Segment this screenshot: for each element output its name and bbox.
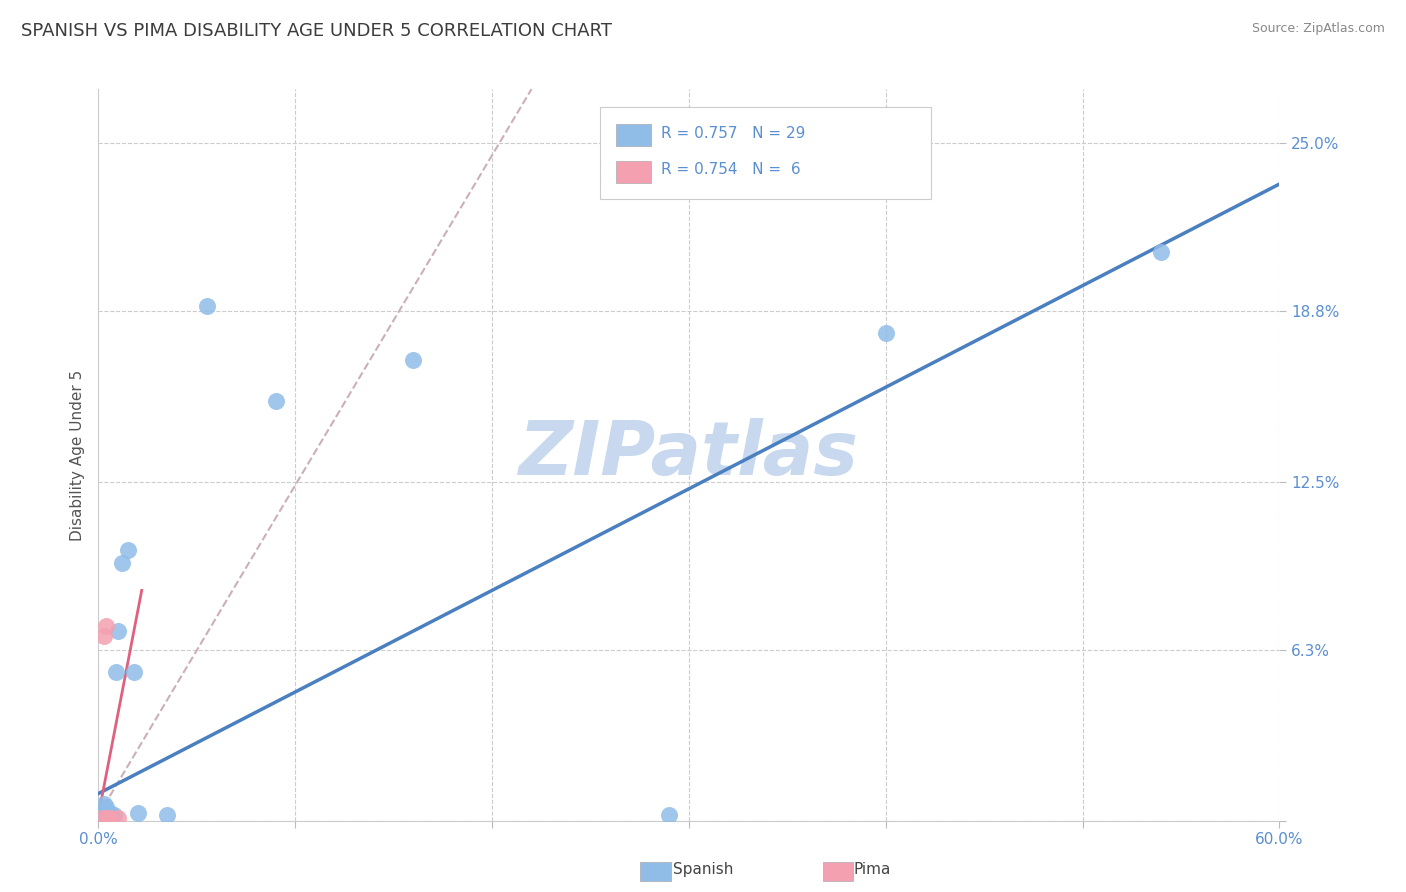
Point bbox=[96, 618, 118, 632]
Point bbox=[107, 811, 129, 825]
Point bbox=[89, 808, 111, 822]
Text: Spanish: Spanish bbox=[673, 863, 733, 877]
Point bbox=[98, 811, 121, 825]
Point bbox=[117, 542, 139, 557]
Text: Pima: Pima bbox=[853, 863, 890, 877]
Point bbox=[156, 808, 179, 822]
FancyBboxPatch shape bbox=[600, 108, 931, 199]
Point bbox=[105, 665, 128, 679]
Point bbox=[96, 808, 118, 822]
Point bbox=[264, 393, 287, 408]
Text: Source: ZipAtlas.com: Source: ZipAtlas.com bbox=[1251, 22, 1385, 36]
Point bbox=[1150, 244, 1173, 259]
Text: R = 0.757   N = 29: R = 0.757 N = 29 bbox=[661, 126, 806, 141]
Text: SPANISH VS PIMA DISABILITY AGE UNDER 5 CORRELATION CHART: SPANISH VS PIMA DISABILITY AGE UNDER 5 C… bbox=[21, 22, 612, 40]
Point bbox=[93, 811, 115, 825]
Point bbox=[195, 299, 218, 313]
Point bbox=[122, 665, 145, 679]
Point bbox=[402, 353, 425, 368]
Point bbox=[111, 556, 134, 570]
Point bbox=[91, 805, 114, 820]
Point bbox=[103, 808, 125, 822]
Point bbox=[127, 805, 149, 820]
Point bbox=[97, 811, 120, 825]
Bar bbox=[616, 161, 651, 183]
Text: ZIPatlas: ZIPatlas bbox=[519, 418, 859, 491]
Point bbox=[107, 624, 129, 638]
Y-axis label: Disability Age Under 5: Disability Age Under 5 bbox=[69, 369, 84, 541]
Point bbox=[91, 811, 114, 825]
Point bbox=[89, 805, 111, 820]
Point bbox=[658, 808, 681, 822]
Text: R = 0.754   N =  6: R = 0.754 N = 6 bbox=[661, 162, 800, 178]
Point bbox=[875, 326, 897, 340]
Point bbox=[97, 808, 120, 822]
Point bbox=[97, 811, 120, 825]
Point bbox=[93, 803, 115, 817]
Point bbox=[93, 629, 115, 643]
Point bbox=[93, 797, 115, 812]
Bar bbox=[616, 124, 651, 146]
Point bbox=[98, 811, 121, 825]
Point bbox=[91, 811, 114, 825]
Point bbox=[101, 811, 124, 825]
Point bbox=[98, 805, 121, 820]
Point bbox=[93, 805, 115, 820]
Point bbox=[96, 800, 118, 814]
